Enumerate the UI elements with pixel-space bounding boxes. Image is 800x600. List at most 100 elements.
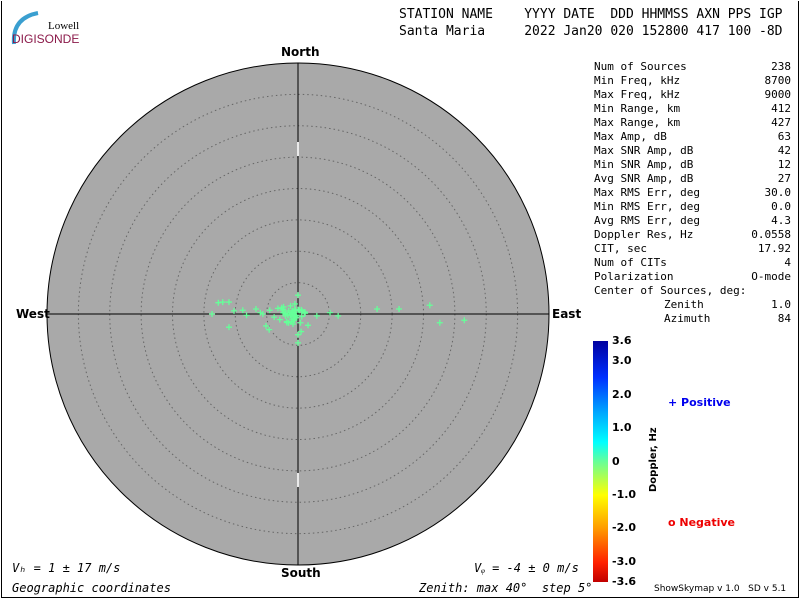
plus-icon: + bbox=[668, 396, 682, 409]
stat-label: Avg RMS Err, deg bbox=[594, 214, 700, 227]
header-values: Santa Maria 2022 Jan20 020 152800 417 10… bbox=[399, 24, 783, 39]
source-point bbox=[461, 317, 468, 324]
stat-row: Max Freq, kHz 9000 bbox=[594, 88, 791, 102]
source-point bbox=[271, 314, 278, 321]
stat-row: CIT, sec 17.92 bbox=[594, 242, 791, 256]
colorbar-tick: 2.0 bbox=[612, 387, 632, 401]
source-point bbox=[276, 316, 283, 323]
source-point bbox=[283, 319, 290, 326]
source-point bbox=[302, 310, 309, 317]
zenith-label: Zenith bbox=[664, 298, 704, 311]
source-point bbox=[239, 307, 246, 314]
source-point bbox=[274, 305, 281, 312]
stat-value: 0.0 bbox=[771, 200, 791, 213]
logo-line1: Lowell bbox=[48, 20, 80, 32]
source-point bbox=[426, 302, 433, 309]
circle-icon: o bbox=[668, 516, 680, 529]
source-point bbox=[266, 326, 273, 333]
digisonde-logo: Lowell DIGISONDE bbox=[10, 10, 85, 46]
stat-label: Polarization bbox=[594, 270, 674, 283]
source-point bbox=[298, 328, 305, 335]
colorbar-tick: -3.0 bbox=[612, 554, 637, 568]
center-title: Center of Sources, deg: bbox=[594, 284, 747, 297]
coords-label: Geographic coordinates bbox=[12, 581, 171, 595]
colorbar-tick: -1.0 bbox=[612, 487, 637, 501]
source-point bbox=[225, 299, 232, 306]
colorbar-tick: 1.0 bbox=[612, 421, 632, 435]
doppler-colorbar bbox=[593, 341, 608, 582]
source-point bbox=[225, 324, 232, 331]
stat-label: Max Range, km bbox=[594, 116, 681, 129]
stat-row: Min Freq, kHz 8700 bbox=[594, 74, 791, 88]
stat-label: Max SNR Amp, dB bbox=[594, 144, 694, 157]
doppler-axis-label: Doppler, Hz bbox=[648, 427, 659, 492]
source-point bbox=[266, 307, 273, 314]
colorbar-tick: -2.0 bbox=[612, 521, 637, 535]
stat-label: Num of Sources bbox=[594, 60, 687, 73]
stat-value: 30.0 bbox=[764, 186, 792, 199]
stat-label: Num of CITs bbox=[594, 256, 667, 269]
stat-value: 412 bbox=[771, 102, 791, 115]
stat-value: 8700 bbox=[764, 74, 792, 87]
source-point bbox=[297, 319, 304, 326]
stat-label: Max Freq, kHz bbox=[594, 88, 681, 101]
stat-row: Num of CITs 4 bbox=[594, 256, 791, 270]
stat-row: Avg RMS Err, deg 4.3 bbox=[594, 214, 791, 228]
stat-label: Doppler Res, Hz bbox=[594, 228, 694, 241]
stat-label: Avg SNR Amp, dB bbox=[594, 172, 694, 185]
stat-row: Max RMS Err, deg 30.0 bbox=[594, 186, 791, 200]
stat-value: 238 bbox=[771, 60, 791, 73]
azimuth-label: Azimuth bbox=[664, 312, 711, 325]
stat-label: Min SNR Amp, dB bbox=[594, 158, 694, 171]
stat-row: Doppler Res, Hz 0.0558 bbox=[594, 228, 791, 242]
stat-row: Min Range, km 412 bbox=[594, 102, 791, 116]
source-point bbox=[295, 339, 301, 346]
colorbar-tick: 3.0 bbox=[612, 354, 632, 368]
stat-row: Num of Sources 238 bbox=[594, 60, 791, 74]
source-point bbox=[313, 312, 320, 319]
stat-label: Min RMS Err, deg bbox=[594, 200, 700, 213]
stat-row: Polarization O-mode bbox=[594, 270, 791, 284]
stat-value: 9000 bbox=[764, 88, 792, 101]
stat-row: Max Amp, dB 63 bbox=[594, 130, 791, 144]
source-point bbox=[396, 305, 403, 312]
stat-value: O-mode bbox=[751, 270, 791, 283]
stat-value: 42 bbox=[777, 144, 791, 157]
stat-value: 427 bbox=[771, 116, 791, 129]
source-point bbox=[259, 311, 266, 317]
south-label: South bbox=[281, 566, 321, 580]
stat-label: Min Freq, kHz bbox=[594, 74, 681, 87]
legend-negative: Negative bbox=[679, 516, 736, 529]
source-point bbox=[289, 309, 296, 316]
source-point bbox=[252, 305, 259, 312]
source-point bbox=[327, 309, 334, 316]
source-point bbox=[295, 292, 301, 299]
stat-label: Max RMS Err, deg bbox=[594, 186, 700, 199]
source-point bbox=[305, 322, 312, 329]
colorbar-tick: -3.6 bbox=[612, 575, 637, 588]
source-point bbox=[230, 307, 237, 314]
west-label: West bbox=[16, 307, 50, 321]
source-point bbox=[296, 307, 303, 314]
logo-line2: DIGISONDE bbox=[12, 32, 80, 46]
stat-value: 4 bbox=[784, 256, 791, 269]
north-label: North bbox=[281, 45, 320, 59]
stat-row: Max Range, km 427 bbox=[594, 116, 791, 130]
azimuth-value: 84 bbox=[777, 312, 791, 325]
stat-label: Min Range, km bbox=[594, 102, 681, 115]
source-point bbox=[282, 310, 289, 317]
source-point bbox=[295, 331, 301, 338]
zenith-info: Zenith: max 40° step 5° bbox=[419, 581, 593, 595]
zenith-value: 1.0 bbox=[771, 298, 791, 311]
stat-value: 4.3 bbox=[771, 214, 791, 227]
stat-value: 27 bbox=[777, 172, 791, 185]
stat-row: Avg SNR Amp, dB 27 bbox=[594, 172, 791, 186]
source-point bbox=[209, 311, 216, 317]
legend-positive: Positive bbox=[681, 396, 731, 409]
colorbar-tick: 0 bbox=[612, 454, 620, 468]
east-label: East bbox=[552, 307, 582, 321]
stat-value: 63 bbox=[777, 130, 791, 143]
header-labels: STATION NAME YYYY DATE DDD HHMMSS AXN PP… bbox=[399, 7, 783, 22]
